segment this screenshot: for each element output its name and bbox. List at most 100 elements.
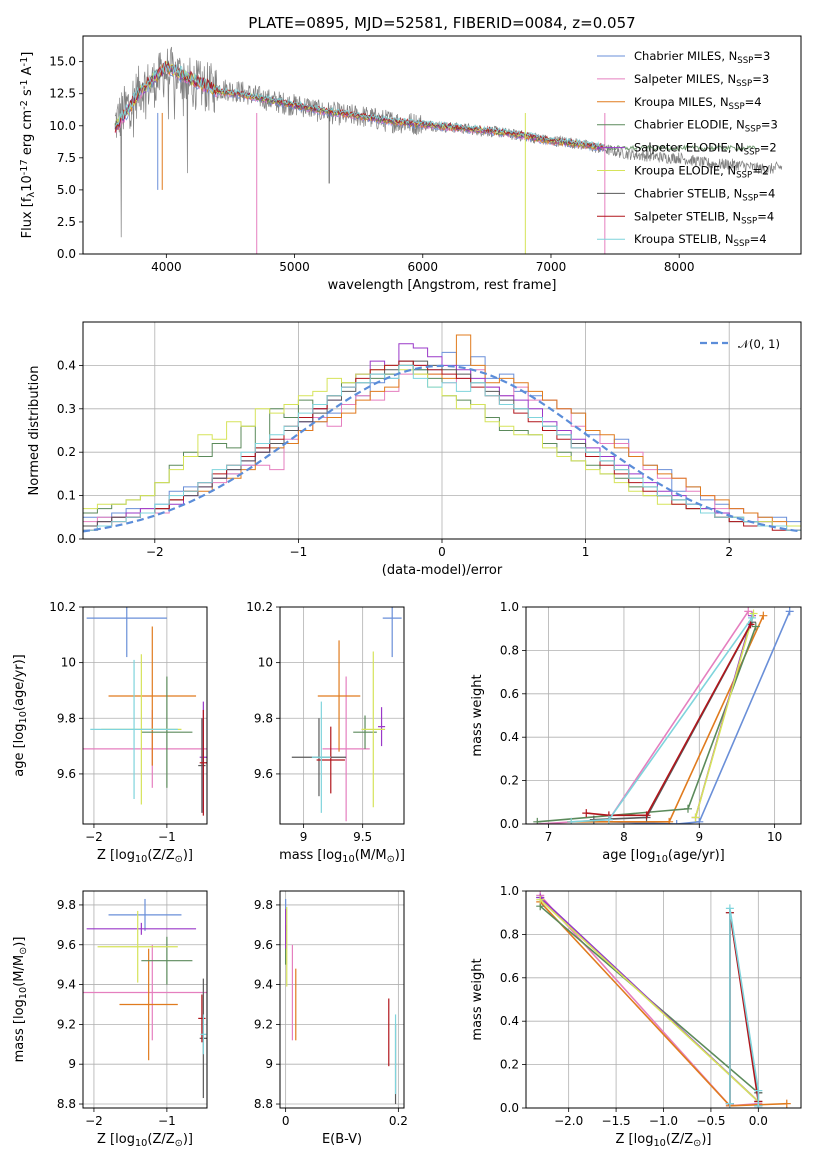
x-tick-label: 9 [695, 830, 703, 844]
legend-entry: Salpeter ELODIE, NSSP=2 [634, 141, 777, 158]
residuals-plot-area [83, 334, 801, 533]
y-axis-label: Normed distribution [27, 366, 42, 496]
text-run: Flux [f [20, 197, 35, 238]
x-tick-label: 2 [725, 545, 733, 559]
mass-weight-line [694, 613, 755, 818]
x-tick-label: 5000 [279, 260, 310, 274]
spectrum-plot-area [114, 46, 783, 254]
weight-vs-Z-axes: −2.0 −1.5 −1.0 −0.5 0.0 0.0 0.2 0.4 0.6 0.8 1.0 Z [… [470, 884, 802, 1149]
axes-frame [82, 321, 802, 540]
plus-marker [683, 804, 692, 813]
y-tick-label: 9.8 [254, 711, 273, 725]
subscript: ⊙ [175, 854, 183, 865]
y-tick-label: 9.4 [57, 978, 76, 992]
model-spectrum-line [114, 61, 605, 149]
legend-entry: 𝒩(0, 1) [738, 337, 780, 351]
y-tick-label: 9.6 [254, 938, 273, 952]
text-run: (M/M [12, 955, 27, 987]
legend-entry: Salpeter STELIB, NSSP=4 [634, 209, 774, 226]
math-run: 𝒩(0, 1) [738, 337, 780, 351]
legend-entry: Chabrier ELODIE, NSSP=3 [634, 118, 778, 135]
legend-entry: Salpeter MILES, NSSP=3 [634, 72, 769, 89]
y-tick-label: 9.2 [57, 1017, 76, 1031]
superscript: -1 [19, 79, 30, 89]
y-tick-label: 7.5 [57, 151, 76, 165]
text-run: Normed distribution [27, 366, 42, 496]
text-run: Kroupa ELODIE, N [634, 164, 736, 178]
y-tick-label: 9.2 [254, 1017, 273, 1031]
text-run: )] [183, 848, 193, 863]
x-axis-label: Z [log10(Z/Z⊙)] [616, 1132, 712, 1149]
text-run: =2 [760, 141, 777, 155]
plus-marker [744, 607, 753, 616]
y-axis-label: mass weight [470, 958, 485, 1040]
text-run: Chabrier MILES, N [634, 49, 737, 63]
x-axis-label: Z [log10(Z/Z⊙)] [97, 848, 193, 865]
text-run: Salpeter MILES, N [634, 72, 736, 86]
weight-vs-Z-plot-area [536, 891, 791, 1108]
y-tick-label: 10.2 [246, 600, 273, 614]
y-tick-label: 0.0 [57, 532, 76, 546]
axes-frame [525, 890, 802, 1109]
superscript: -2 [19, 100, 30, 110]
normal-distribution-curve [83, 364, 801, 533]
plus-marker [536, 895, 545, 904]
x-axis-label: age [log10(age/yr)] [602, 848, 725, 865]
x-tick-label: −2.0 [554, 1114, 583, 1128]
y-tick-label: 9.8 [254, 898, 273, 912]
text-run: E(B-V) [322, 1132, 362, 1147]
subscript: SSP [734, 239, 750, 249]
text-run: s [20, 89, 35, 100]
x-tick-label: 0 [438, 545, 446, 559]
text-run: =2 [752, 164, 769, 178]
model-spectrum-line [114, 66, 605, 151]
text-run: =3 [752, 72, 769, 86]
text-run: (data-model)/error [382, 563, 503, 578]
mass-weight-line [608, 610, 791, 824]
axes-frame [279, 606, 405, 825]
x-tick-label: 0.2 [389, 1114, 408, 1128]
text-run: (M/M [355, 848, 387, 863]
plus-marker [691, 813, 700, 822]
text-run: =4 [745, 95, 762, 109]
axes-frame [279, 890, 405, 1109]
y-axis-label: Flux [fλ10-17 erg cm-2 s-1 A-1] [19, 52, 37, 239]
x-tick-label: 4000 [151, 260, 182, 274]
text-run: mass weight [470, 958, 485, 1040]
x-tick-label: −1.0 [649, 1114, 678, 1128]
y-tick-label: 10 [258, 656, 273, 670]
mass-weight-line [729, 908, 760, 1106]
subscript: 10 [135, 854, 147, 865]
age-vs-mass-plot-area [291, 607, 402, 822]
plus-marker [754, 1101, 763, 1108]
y-tick-label: 0.2 [500, 774, 519, 788]
mass-weight-line [729, 912, 760, 1104]
y-tick-label: 10.0 [49, 119, 76, 133]
text-run: )] [12, 937, 27, 947]
text-run: )] [701, 1132, 711, 1147]
x-tick-label: 6000 [407, 260, 438, 274]
text-run: mass weight [470, 674, 485, 756]
y-tick-label: 12.5 [49, 87, 76, 101]
text-run: =4 [750, 232, 767, 246]
superscript: -1 [19, 57, 30, 67]
y-tick-label: 0.2 [57, 445, 76, 459]
x-tick-label: 1 [582, 545, 590, 559]
plus-marker [759, 611, 768, 620]
axes-frame [82, 35, 802, 255]
y-tick-label: 0.8 [500, 643, 519, 657]
x-tick-label: −1 [158, 830, 176, 844]
y-tick-label: 0.4 [500, 730, 519, 744]
subscript: 10 [135, 1138, 147, 1149]
plus-marker [533, 817, 542, 824]
text-run: )] [183, 1132, 193, 1147]
subscript: ⊙ [387, 854, 395, 865]
model-spectrum-line [114, 63, 757, 152]
axes-frame [82, 890, 208, 1109]
plus-marker [665, 817, 674, 824]
text-run: Kroupa MILES, N [634, 95, 729, 109]
x-tick-label: −2 [85, 830, 103, 844]
